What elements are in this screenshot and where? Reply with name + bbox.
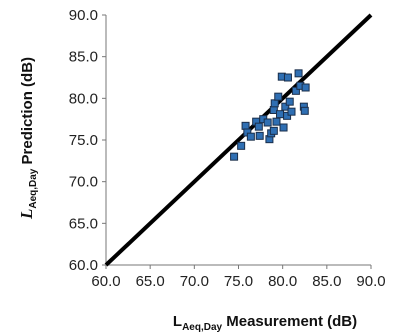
y-tick-label: 90.0: [69, 7, 98, 24]
data-point: [255, 131, 264, 140]
data-point: [263, 118, 272, 127]
x-axis-label-rest: Measurement (dB): [222, 313, 357, 330]
y-tick-label: 60.0: [69, 257, 98, 274]
x-tick-label: 65.0: [136, 273, 165, 290]
data-point: [241, 121, 250, 130]
data-point: [279, 123, 288, 132]
data-point: [246, 132, 255, 141]
y-axis-label: LAeq,Day Prediction (dB): [17, 57, 39, 220]
y-tick-label: 75.0: [69, 132, 98, 149]
data-point: [269, 126, 278, 135]
y-tick-label: 85.0: [69, 49, 98, 66]
data-point: [291, 86, 300, 95]
x-axis-label: LAeq,Day Measurement (dB): [173, 313, 357, 332]
data-point: [276, 110, 285, 119]
plot-area: [104, 13, 373, 267]
data-point: [281, 102, 290, 111]
x-tick-label: 60.0: [91, 273, 120, 290]
y-tick-label: 80.0: [69, 90, 98, 107]
data-point: [283, 111, 292, 120]
data-point: [301, 83, 310, 92]
data-point: [272, 117, 281, 126]
y-axis-ticks: 60.0 65.0 70.0 75.0 80.0 85.0 90.0: [69, 7, 106, 274]
y-axis-label-rest: Prediction (dB): [19, 57, 36, 169]
data-point: [283, 73, 292, 82]
x-tick-label: 85.0: [312, 273, 341, 290]
data-point: [285, 97, 294, 106]
x-tick-label: 75.0: [224, 273, 253, 290]
data-point: [230, 152, 239, 161]
y-axis-label-sub: Aeq,Day: [28, 168, 39, 208]
x-tick-label: 80.0: [268, 273, 297, 290]
x-tick-label: 70.0: [180, 273, 209, 290]
x-axis-ticks: 60.0 65.0 70.0 75.0 80.0 85.0 90.0: [91, 265, 386, 290]
reference-line-1-to-1: [104, 13, 373, 267]
y-tick-label: 70.0: [69, 174, 98, 191]
data-point: [287, 107, 296, 116]
x-axis-label-sub: Aeq,Day: [182, 322, 222, 332]
data-point: [300, 106, 309, 115]
y-tick-label: 65.0: [69, 215, 98, 232]
data-point: [254, 122, 263, 131]
data-point: [274, 92, 283, 101]
x-axis-label-main: L: [173, 313, 182, 330]
data-point: [237, 141, 246, 150]
x-tick-label: 90.0: [356, 273, 385, 290]
y-axis-label-main: L: [17, 209, 36, 220]
data-point: [294, 69, 303, 78]
data-point: [270, 99, 279, 108]
